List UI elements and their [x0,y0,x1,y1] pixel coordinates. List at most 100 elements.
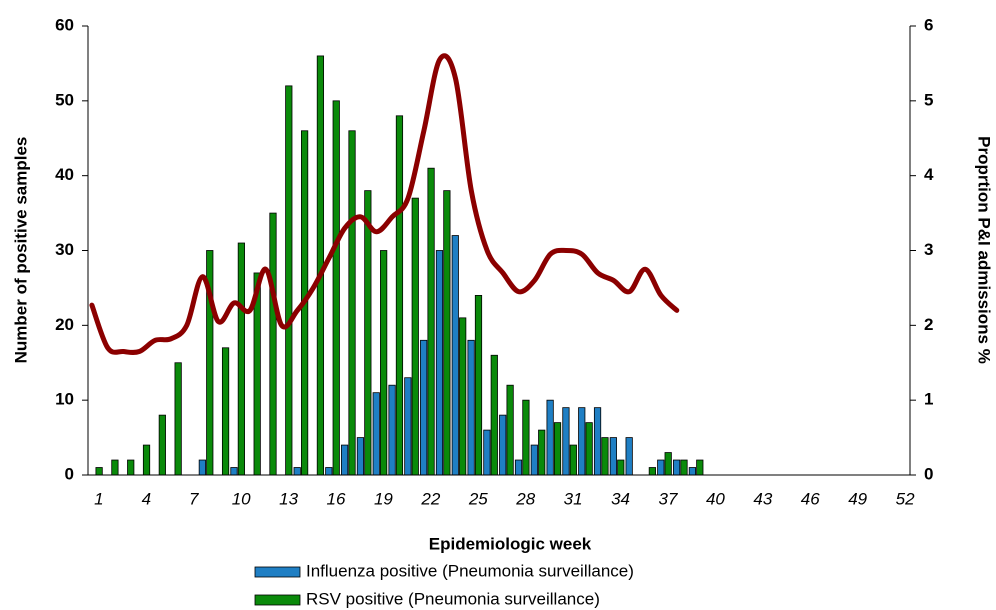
y2-tick-label: 0 [924,464,933,483]
bar [467,339,475,476]
x-tick-label: 7 [189,489,199,508]
bar [293,467,301,476]
x-tick-label: 37 [659,489,678,508]
bar [174,362,182,476]
bar [332,100,340,476]
bar [593,407,602,476]
bar [657,459,665,476]
x-axis-title: Epidemiologic week [429,534,592,553]
bar [420,339,428,476]
x-tick-label: 40 [706,489,725,508]
bar [664,452,672,476]
x-tick-label: 1 [94,489,103,508]
y-tick-label: 0 [65,464,74,483]
x-tick-label: 16 [327,489,346,508]
y2-tick-label: 6 [924,15,933,34]
x-tick-label: 28 [515,489,535,508]
bar [538,429,546,476]
legend-swatch [254,594,301,606]
y2-tick-label: 1 [924,390,933,409]
bar [237,242,245,476]
y2-tick-label: 2 [924,315,933,334]
bar [578,407,586,476]
bar [688,467,696,476]
bar [696,459,704,476]
y2-tick-label: 3 [924,240,933,259]
bar [325,467,333,476]
bar [158,414,166,476]
bar [499,414,507,476]
bar [625,437,633,476]
bar [443,190,451,476]
y2-axis-title: Proprtion P&I admissions % [975,136,994,364]
y-tick-label: 10 [55,390,74,409]
bar [490,354,498,476]
y-tick-label: 30 [55,240,74,259]
bar [230,467,238,476]
bar [221,347,230,476]
bar [411,197,419,476]
x-tick-label: 52 [896,489,915,508]
bar [601,437,609,476]
bar [269,212,277,476]
x-tick-label: 25 [468,489,488,508]
x-tick-label: 46 [801,489,820,508]
bar [364,190,372,476]
bar [198,459,206,476]
bar [474,294,483,476]
x-tick-label: 49 [848,489,867,508]
x-tick-label: 31 [564,489,583,508]
x-tick-label: 19 [374,489,393,508]
bar [127,459,135,476]
y-tick-label: 60 [55,15,74,34]
bar [356,437,365,476]
bar [617,459,625,476]
bar [522,399,530,476]
bar [680,459,688,476]
bar [648,467,656,476]
bar [530,444,538,476]
x-tick-label: 22 [420,489,440,508]
line [89,53,680,356]
bar [427,167,435,476]
bar [585,422,593,476]
bar [285,85,293,476]
y2-tick-label: 4 [924,165,934,184]
y-tick-label: 20 [55,315,74,334]
bar [609,437,617,476]
x-tick-label: 43 [753,489,772,508]
bar [395,115,404,476]
bar [404,377,412,476]
bar [111,459,119,476]
bar [451,235,459,476]
bar [562,407,570,476]
x-tick-label: 34 [611,489,630,508]
y-tick-label: 40 [55,165,74,184]
bar [459,317,467,476]
bar [553,422,562,476]
y-axis-title: Number of positive samples [11,137,30,364]
bar [672,459,681,476]
bar [372,392,380,476]
bar [514,459,523,476]
legend-label: Influenza positive (Pneumonia surveillan… [306,561,634,580]
legend-swatch [254,566,301,578]
bar [483,429,491,476]
bar [388,384,396,476]
x-tick-label: 13 [279,489,298,508]
bar [546,399,554,476]
x-tick-label: 10 [232,489,251,508]
bar [435,250,444,476]
bar [380,250,388,476]
bar [569,444,577,476]
bar [142,444,151,476]
bar [341,444,349,476]
bar [348,130,356,476]
legend-label: RSV positive (Pneumonia surveillance) [306,589,600,608]
bar [95,467,103,476]
bar [506,384,514,476]
x-tick-label: 4 [142,489,151,508]
y2-tick-label: 5 [924,90,933,109]
y-tick-label: 50 [55,90,74,109]
